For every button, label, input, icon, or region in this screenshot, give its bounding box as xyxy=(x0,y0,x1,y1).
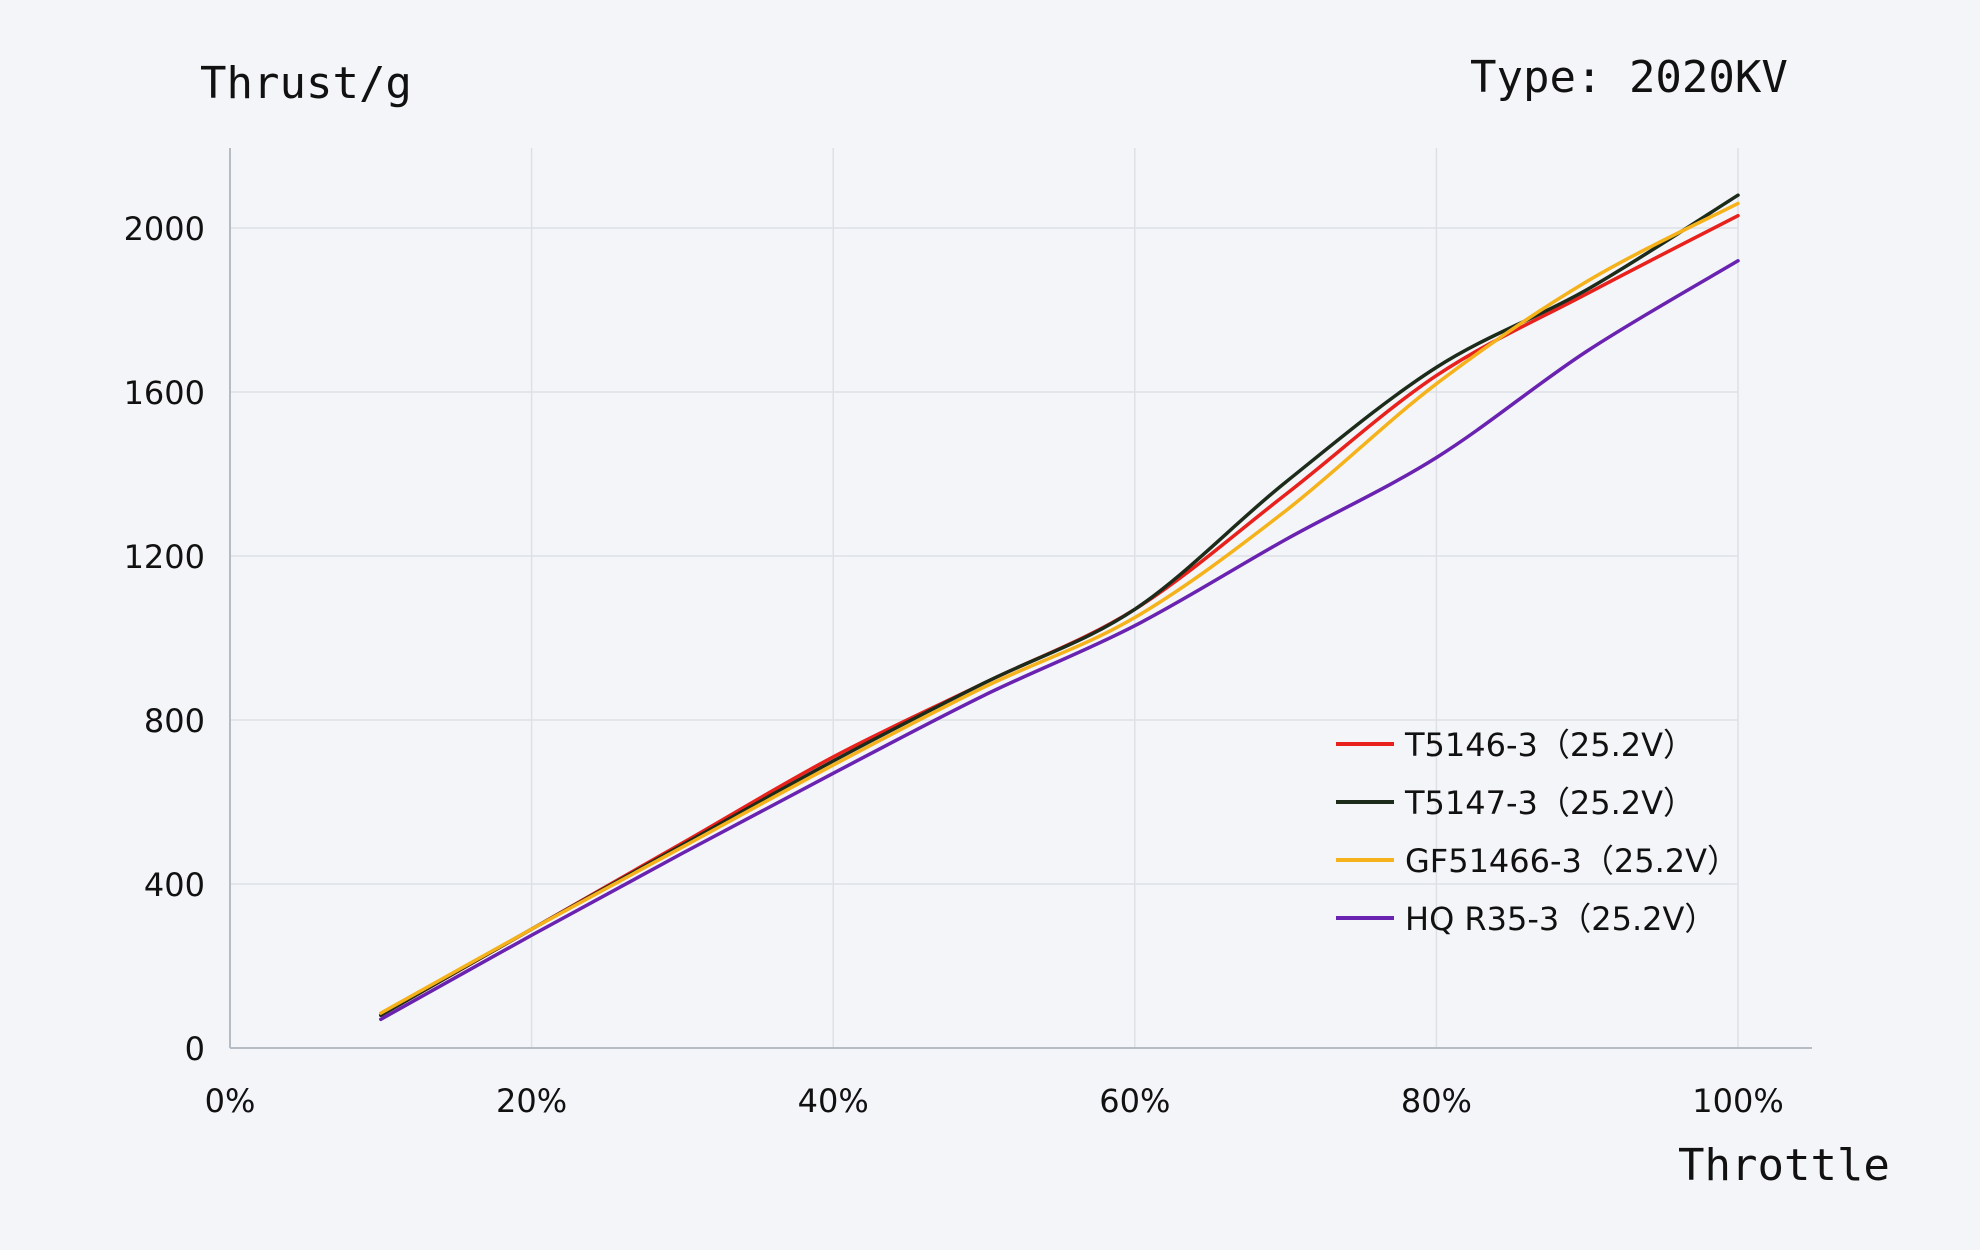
axes xyxy=(229,148,1812,1049)
y-tick-label: 400 xyxy=(144,866,205,904)
legend-label: GF51466-3（25.2V） xyxy=(1405,842,1739,880)
x-axis-title: Throttle xyxy=(1678,1140,1890,1191)
legend-label: HQ R35-3（25.2V） xyxy=(1405,900,1716,938)
tick-labels: 0 400 800 1200 1600 2000 0% 20% 40% 60% 80% 100% xyxy=(124,210,1784,1120)
legend-label: T5146-3（25.2V） xyxy=(1404,726,1695,764)
legend-label: T5147-3（25.2V） xyxy=(1404,784,1695,822)
y-axis-title: Thrust/g xyxy=(200,58,412,109)
series-line-3 xyxy=(379,201,1740,1015)
y-tick-label: 800 xyxy=(144,702,205,740)
x-tick-label: 40% xyxy=(798,1082,869,1120)
y-tick-label: 1200 xyxy=(124,538,205,576)
y-tick-label: 1600 xyxy=(124,374,205,412)
grid xyxy=(230,148,1739,1048)
x-tick-label: 20% xyxy=(496,1082,567,1120)
chart-title: Type: 2020KV xyxy=(1470,52,1788,103)
legend: T5146-3（25.2V） T5147-3（25.2V） GF51466-3（25… xyxy=(1336,726,1739,938)
x-tick-label: 100% xyxy=(1692,1082,1783,1120)
y-tick-label: 2000 xyxy=(124,210,205,248)
y-tick-label: 0 xyxy=(185,1030,205,1068)
series-line-4 xyxy=(379,259,1740,1022)
series-lines xyxy=(379,193,1740,1022)
x-tick-label: 80% xyxy=(1401,1082,1472,1120)
x-tick-label: 0% xyxy=(205,1082,256,1120)
x-tick-label: 60% xyxy=(1099,1082,1170,1120)
